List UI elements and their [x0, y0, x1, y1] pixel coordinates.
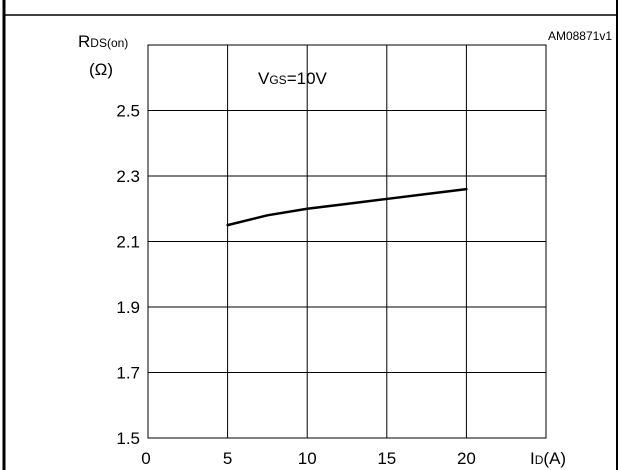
- x-tick-label: 0: [141, 449, 150, 468]
- x-axis-unit: (A): [543, 449, 566, 468]
- y-axis-subscript: DS(on): [90, 36, 128, 50]
- series-line: [226, 187, 468, 227]
- x-tick-label: 20: [457, 449, 476, 468]
- x-tick-label: 15: [377, 449, 396, 468]
- annotation-symbol: V: [258, 69, 270, 88]
- vgs-annotation: VGS=10V: [258, 69, 328, 88]
- y-tick-label: 2.3: [116, 167, 140, 186]
- x-tick-label: 5: [223, 449, 232, 468]
- x-axis-subscript: D: [535, 453, 544, 467]
- y-tick-label: 1.5: [116, 429, 140, 448]
- chart-grid: [148, 45, 546, 438]
- x-axis-ticks: 0 5 10 15 20: [141, 449, 476, 468]
- annotation-subscript: GS: [269, 73, 286, 87]
- plot-area-border: [147, 44, 547, 439]
- x-axis-label: ID(A): [530, 449, 566, 468]
- y-tick-label: 1.7: [116, 364, 140, 383]
- y-axis-unit: (Ω): [89, 60, 113, 79]
- y-axis-ticks: 1.5 1.7 1.9 2.1 2.3 2.5: [116, 102, 140, 449]
- y-axis-label: RDS(on): [78, 32, 128, 51]
- y-tick-label: 2.1: [116, 233, 140, 252]
- document-code: AM08871v1: [548, 29, 612, 43]
- y-axis-symbol: R: [78, 32, 90, 51]
- y-tick-label: 1.9: [116, 298, 140, 317]
- series-layer: [226, 187, 468, 227]
- x-axis-symbol: I: [530, 449, 535, 468]
- y-tick-label: 2.5: [116, 102, 140, 121]
- x-tick-label: 10: [298, 449, 317, 468]
- annotation-value: =10V: [287, 69, 328, 88]
